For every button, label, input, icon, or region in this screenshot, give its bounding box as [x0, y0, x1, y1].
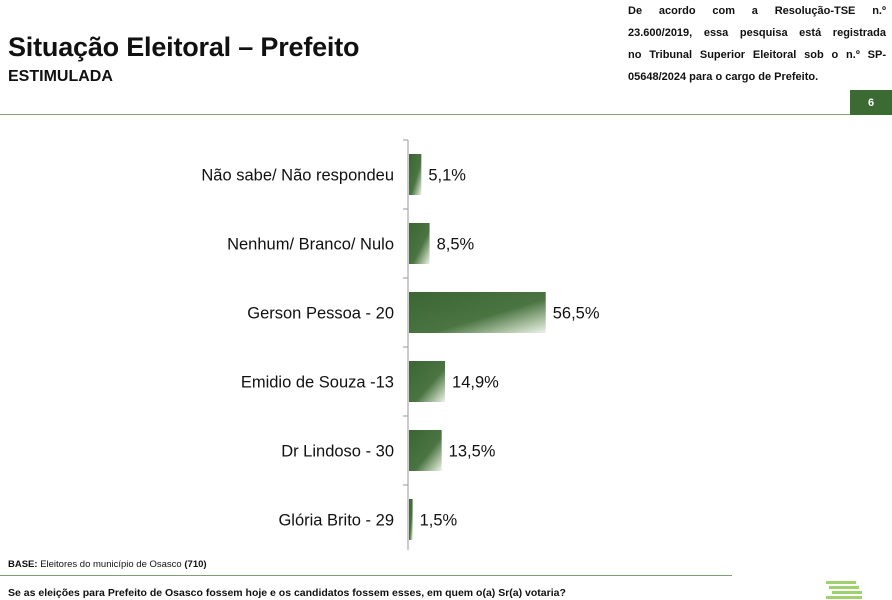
category-label: Dr Lindoso - 30 — [281, 443, 394, 461]
registration-note-line: no Tribunal Superior Eleitoral sob o n.º… — [628, 49, 886, 61]
page-title: Situação Eleitoral – Prefeito — [8, 32, 360, 62]
brand-logo-icon — [826, 581, 862, 599]
data-label: 8,5% — [437, 236, 475, 254]
bar — [409, 292, 546, 333]
category-label: Gerson Pessoa - 20 — [247, 305, 394, 323]
data-label: 13,5% — [449, 443, 496, 461]
registration-note-line: 05648/2024 para o cargo de Prefeito. — [628, 71, 819, 83]
registration-note: De acordo com a Resolução-TSE n.º 23.600… — [628, 0, 886, 88]
base-count: (710) — [184, 559, 207, 570]
registration-note-line: 23.600/2019, essa pesquisa está registra… — [628, 27, 886, 39]
category-label: Não sabe/ Não respondeu — [201, 167, 394, 185]
bar — [409, 430, 442, 471]
header-divider — [0, 114, 850, 115]
data-label: 56,5% — [553, 305, 600, 323]
page-subtitle: ESTIMULADA — [8, 68, 113, 85]
bar — [409, 223, 430, 264]
base-text: Eleitores do município de Osasco — [40, 559, 182, 570]
bar — [409, 499, 413, 540]
category-label: Nenhum/ Branco/ Nulo — [227, 236, 394, 254]
survey-question: Se as eleições para Prefeito de Osasco f… — [8, 587, 566, 599]
bar-chart: Não sabe/ Não respondeu 5,1% Nenhum/ Branc… — [201, 139, 600, 550]
category-label: Emidio de Souza -13 — [241, 374, 394, 392]
base-label: BASE: — [8, 559, 38, 570]
page-number-badge: 6 — [850, 90, 892, 115]
registration-note-line: De acordo com a Resolução-TSE n.º — [628, 5, 886, 17]
base-note: BASE: Eleitores do município de Osasco (… — [8, 559, 207, 570]
category-label: Glória Brito - 29 — [278, 512, 394, 530]
data-label: 5,1% — [428, 167, 466, 185]
data-label: 14,9% — [452, 374, 499, 392]
bar — [409, 154, 422, 195]
bar — [409, 361, 446, 402]
data-label: 1,5% — [420, 512, 458, 530]
footer-divider — [0, 575, 732, 576]
